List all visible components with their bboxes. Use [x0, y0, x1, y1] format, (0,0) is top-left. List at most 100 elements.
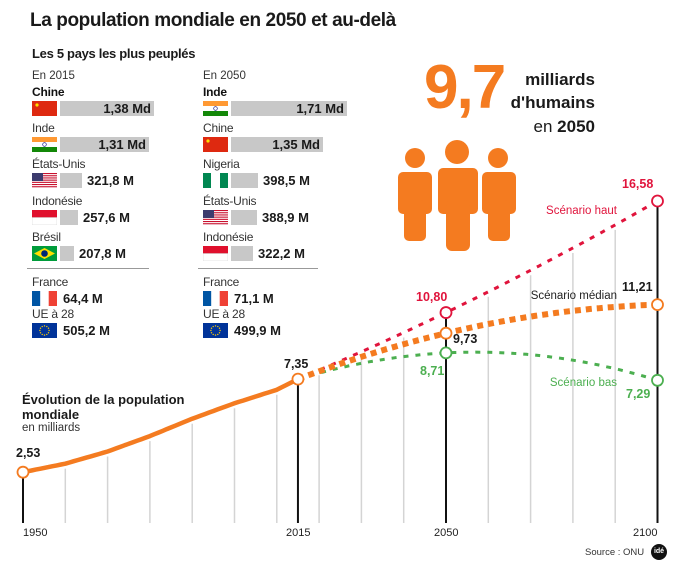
country-name: Chine [203, 121, 234, 135]
population-bar [60, 173, 82, 188]
label-med-2050: 9,73 [453, 332, 478, 346]
population-bar [60, 210, 78, 225]
country-row: 1,31 Md [32, 137, 149, 152]
eu-row: 499,9 M [203, 323, 281, 338]
highlight-number: 9,7 [424, 53, 506, 122]
country-row: 322,2 M [203, 246, 305, 261]
country-value: 398,5 M [263, 173, 310, 188]
population-bar [231, 173, 258, 188]
highlight-year: 2050 [557, 117, 595, 136]
divider [198, 268, 318, 269]
point-2100-0 [651, 194, 664, 208]
highlight-line2: d'humains [510, 93, 595, 112]
label-high-2050: 10,80 [416, 290, 448, 304]
country-name: États-Unis [32, 157, 86, 171]
flag-indonesia-icon [32, 210, 57, 225]
country-value: 321,8 M [87, 173, 134, 188]
highlight-line3: en 2050 [534, 117, 595, 137]
point-2015 [291, 372, 305, 386]
country-row: 388,9 M [203, 210, 309, 225]
country-value: 1,38 Md [103, 101, 151, 116]
country-name: Inde [32, 121, 55, 135]
legend-low: Scénario bas [549, 377, 617, 389]
country-value: 1,35 Md [272, 137, 320, 152]
tick-2050: 2050 [434, 527, 459, 539]
point-2100-1 [651, 298, 664, 312]
legend-median: Scénario médian [530, 290, 617, 302]
label-med-2100: 11,21 [622, 280, 653, 294]
population-bar: 1,35 Md [231, 137, 323, 152]
point-1950 [16, 465, 30, 479]
population-bar [231, 210, 257, 225]
population-bar [60, 246, 74, 261]
flag-indonesia-icon [203, 246, 228, 261]
legend-high: Scénario haut [546, 205, 617, 217]
col2015-heading: En 2015 [32, 70, 75, 82]
label-1950: 2,53 [16, 446, 41, 460]
country-name: Brésil [32, 230, 61, 244]
flag-brazil-icon [32, 246, 57, 261]
scenario-line-2 [297, 350, 658, 382]
country-row: 1,38 Md [32, 101, 154, 116]
label-low-2100: 7,29 [626, 387, 651, 401]
flag-china-icon [203, 137, 228, 152]
point-2050-1 [439, 326, 453, 340]
flag-nigeria-icon [203, 173, 228, 188]
country-row: 321,8 M [32, 173, 134, 188]
flag-france-icon [32, 291, 57, 306]
eu-value: 499,9 M [234, 323, 281, 338]
point-2050-0 [439, 306, 453, 319]
country-name: États-Unis [203, 194, 257, 208]
france-row: 71,1 M [203, 291, 274, 306]
point-2100-2 [651, 373, 664, 387]
scenario-line-1 [296, 301, 658, 382]
country-row: 207,8 M [32, 246, 126, 261]
highlight-line3-pre: en [533, 117, 558, 136]
country-row: 257,6 M [32, 210, 130, 225]
divider [27, 268, 149, 269]
country-name: Indonésie [32, 194, 83, 208]
tick-2015: 2015 [286, 527, 311, 539]
label-2015: 7,35 [284, 357, 309, 371]
population-bar: 1,71 Md [231, 101, 347, 116]
chart-unit: en milliards [22, 422, 81, 434]
flag-india-icon [203, 101, 228, 116]
population-bar: 1,38 Md [60, 101, 154, 116]
eu-value: 505,2 M [63, 323, 110, 338]
population-bar: 1,31 Md [60, 137, 149, 152]
eu-row: 505,2 M [32, 323, 110, 338]
country-row: 1,71 Md [203, 101, 347, 116]
country-name: Nigeria [203, 157, 240, 171]
page-title: La population mondiale en 2050 et au-del… [30, 10, 396, 31]
country-name: Chine [32, 85, 65, 99]
people-icon [398, 140, 516, 251]
country-row: 1,35 Md [203, 137, 323, 152]
eu-name: UE à 28 [32, 307, 74, 321]
tick-2100: 2100 [633, 527, 658, 539]
chart-title: Évolution de la population mondiale [22, 392, 185, 422]
flag-eu-icon [203, 323, 228, 338]
country-row: 398,5 M [203, 173, 310, 188]
country-value: 207,8 M [79, 246, 126, 261]
history-line [20, 376, 301, 475]
france-value: 64,4 M [63, 291, 103, 306]
source: Source : ONU [585, 547, 645, 558]
label-low-2050: 8,71 [420, 364, 445, 378]
france-name: France [32, 275, 69, 289]
country-value: 322,2 M [258, 246, 305, 261]
country-name: Indonésie [203, 230, 254, 244]
country-name: Inde [203, 85, 227, 99]
country-value: 1,31 Md [98, 137, 146, 152]
flag-eu-icon [32, 323, 57, 338]
subtitle: Les 5 pays les plus peuplés [32, 46, 196, 61]
point-2050-2 [439, 346, 453, 360]
country-value: 388,9 M [262, 210, 309, 225]
flag-india-icon [32, 137, 57, 152]
label-high-2100: 16,58 [622, 177, 654, 191]
france-row: 64,4 M [32, 291, 103, 306]
flag-usa-icon [32, 173, 57, 188]
france-value: 71,1 M [234, 291, 274, 306]
flag-usa-icon [203, 210, 228, 225]
